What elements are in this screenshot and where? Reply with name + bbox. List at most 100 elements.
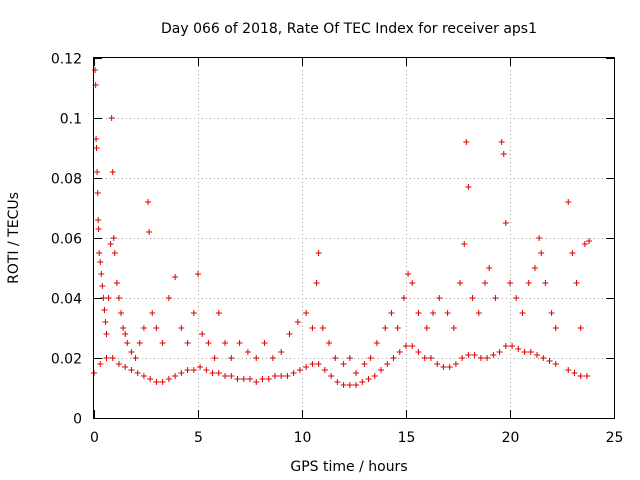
data-point [197, 364, 204, 370]
data-point [108, 115, 115, 121]
data-point [113, 280, 120, 286]
data-point [184, 340, 191, 346]
data-point [461, 241, 468, 247]
data-point [436, 295, 443, 301]
data-point [475, 310, 482, 316]
data-point [469, 295, 476, 301]
data-point [253, 355, 260, 361]
data-point [303, 310, 310, 316]
data-point [332, 355, 339, 361]
data-point [178, 325, 185, 331]
data-point [153, 379, 160, 385]
data-point [209, 370, 216, 376]
data-point [97, 361, 104, 367]
x-tick-label: 25 [606, 430, 624, 446]
data-point [577, 373, 584, 379]
data-point [400, 295, 407, 301]
data-point [128, 367, 135, 373]
data-point [527, 349, 534, 355]
data-point [492, 295, 499, 301]
data-point [394, 325, 401, 331]
data-point [99, 283, 106, 289]
y-tick-label: 0.06 [51, 232, 82, 248]
data-point [234, 376, 241, 382]
data-point [115, 361, 122, 367]
data-point [278, 373, 285, 379]
data-point [521, 349, 528, 355]
data-point [457, 280, 464, 286]
data-point [261, 340, 268, 346]
data-point [215, 310, 222, 316]
data-point [571, 370, 578, 376]
data-point [321, 367, 328, 373]
data-point [326, 340, 333, 346]
plot-frame [93, 57, 615, 419]
data-point [147, 376, 154, 382]
y-tick-label: 0.12 [51, 52, 82, 68]
data-point [303, 364, 310, 370]
data-point [334, 379, 341, 385]
data-point [93, 136, 100, 142]
data-point [145, 199, 152, 205]
data-point [172, 274, 179, 280]
data-point [388, 310, 395, 316]
data-point [415, 349, 422, 355]
data-point [211, 355, 218, 361]
data-point [463, 139, 470, 145]
data-point [215, 370, 222, 376]
data-point [536, 235, 543, 241]
data-point [140, 325, 147, 331]
data-point [136, 340, 143, 346]
y-axis-label: ROTI / TECUs [6, 192, 22, 284]
data-point [111, 250, 118, 256]
data-point [153, 325, 160, 331]
data-point [403, 343, 409, 349]
data-point [384, 361, 391, 367]
data-point [507, 280, 513, 286]
data-point [199, 331, 206, 337]
data-point [577, 325, 584, 331]
data-point [271, 373, 278, 379]
x-axis-label: GPS time / hours [290, 459, 407, 475]
data-point [118, 310, 125, 316]
data-point [294, 319, 301, 325]
data-point [244, 349, 251, 355]
grid-layer [94, 58, 614, 418]
data-point [122, 364, 129, 370]
data-point [367, 355, 374, 361]
data-point [286, 331, 293, 337]
data-point [236, 340, 243, 346]
data-point [500, 151, 507, 157]
data-point [450, 325, 457, 331]
y-tick-label: 0.08 [51, 172, 82, 188]
data-point [444, 310, 451, 316]
data-point [390, 355, 397, 361]
data-point [365, 376, 372, 382]
data-point [346, 355, 353, 361]
data-point [581, 241, 588, 247]
data-point [132, 355, 139, 361]
data-point [586, 238, 593, 244]
y-tick-label: 0 [73, 412, 82, 428]
data-point [565, 199, 572, 205]
data-point [315, 361, 322, 367]
data-point [465, 184, 472, 190]
data-point [96, 250, 103, 256]
data-point [195, 271, 201, 277]
data-point [309, 325, 316, 331]
data-point [178, 370, 185, 376]
data-point [538, 250, 545, 256]
data-point [565, 367, 572, 373]
data-point [269, 355, 276, 361]
data-point [396, 349, 403, 355]
data-point [459, 355, 466, 361]
data-point [309, 361, 316, 367]
data-point [190, 310, 197, 316]
data-point [172, 373, 179, 379]
data-point [409, 343, 416, 349]
data-point [519, 310, 526, 316]
data-point [378, 367, 385, 373]
data-point [122, 331, 129, 337]
data-point [313, 280, 320, 286]
